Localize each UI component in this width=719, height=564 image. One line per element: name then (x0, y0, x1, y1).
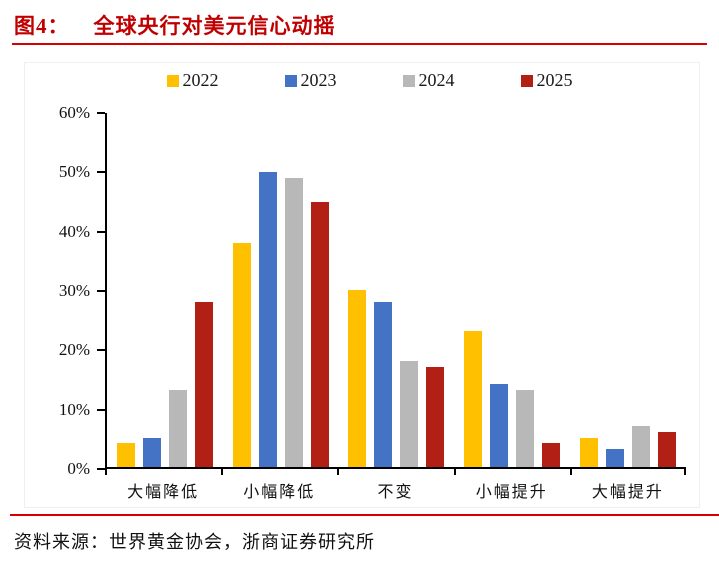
y-tick-label: 30% (58, 281, 90, 300)
x-tick-mark (684, 469, 686, 475)
legend-swatch-icon (284, 74, 297, 87)
legend-item-2024: 2024 (402, 70, 455, 91)
bar-2023-小幅提升 (490, 384, 509, 467)
x-category-label: 大幅降低 (127, 484, 200, 501)
bar-group-小幅降低 (223, 113, 339, 467)
bar-2022-不变 (348, 290, 367, 467)
x-category-label: 不变 (377, 484, 414, 501)
legend-item-2023: 2023 (284, 70, 337, 91)
y-tick-mark (97, 112, 105, 114)
y-tick-label: 20% (58, 340, 90, 360)
y-tick-mark (97, 290, 105, 292)
bar-2024-大幅降低 (168, 390, 187, 467)
x-category-label: 大幅提升 (591, 484, 664, 501)
y-tick-label: 50% (58, 162, 90, 182)
x-tick-mark (221, 469, 224, 475)
y-tick-mark (97, 349, 105, 352)
bar-group-大幅降低 (107, 113, 223, 467)
legend-label: 2025 (536, 70, 573, 90)
source-divider (10, 514, 719, 516)
y-tick-label: 60% (58, 103, 90, 122)
bar-2022-小幅提升 (464, 331, 483, 467)
chart-legend: 2022 2023 2024 2025 (79, 70, 660, 91)
legend-label: 2023 (300, 70, 337, 90)
y-tick-label: 10% (58, 399, 90, 419)
bar-group-小幅提升 (454, 113, 570, 467)
bar-2022-大幅提升 (580, 437, 599, 467)
legend-item-2025: 2025 (520, 70, 573, 91)
chart-area-frame (24, 62, 700, 508)
x-category-label: 小幅降低 (243, 484, 316, 501)
y-tick-mark (97, 468, 105, 470)
bar-2025-大幅降低 (194, 301, 213, 467)
source-note: 资料来源：世界黄金协会，浙商证券研究所 (14, 532, 375, 552)
y-tick-mark (97, 408, 105, 411)
y-tick-label: 40% (58, 221, 90, 241)
bar-2024-不变 (400, 360, 419, 467)
bar-2025-不变 (426, 366, 445, 467)
bar-2024-小幅降低 (284, 177, 303, 467)
bar-2022-小幅降低 (232, 242, 251, 467)
legend-label: 2024 (418, 70, 455, 90)
x-tick-mark (105, 469, 107, 475)
bar-2023-大幅提升 (606, 449, 625, 467)
caption-divider (12, 43, 707, 45)
x-category-label: 小幅提升 (475, 484, 548, 501)
bar-2023-大幅降低 (142, 437, 161, 467)
legend-swatch-icon (402, 74, 415, 87)
y-tick-mark (97, 171, 105, 174)
bar-plot-area (105, 113, 686, 469)
x-axis-labels: 大幅降低 小幅降低 不变 小幅提升 大幅提升 (105, 478, 686, 502)
bar-2022-大幅降低 (116, 443, 135, 467)
x-tick-mark (337, 469, 340, 475)
y-tick-label: 0% (67, 459, 90, 478)
bar-group-大幅提升 (570, 113, 686, 467)
bar-2024-小幅提升 (516, 390, 535, 467)
bar-2024-大幅提升 (632, 425, 651, 467)
legend-swatch-icon (166, 74, 179, 87)
figure-title: 全球央行对美元信心动摇 (93, 14, 336, 38)
legend-item-2022: 2022 (166, 70, 219, 91)
bar-2025-小幅降低 (310, 201, 329, 467)
bar-group-不变 (339, 113, 455, 467)
figure-number: 图4： (14, 14, 70, 38)
x-tick-mark (453, 469, 456, 475)
bar-2025-小幅提升 (542, 443, 561, 467)
legend-label: 2022 (182, 70, 219, 90)
y-tick-mark (97, 230, 105, 233)
bar-2025-大幅提升 (658, 431, 677, 467)
bar-2023-小幅降低 (258, 172, 277, 467)
x-tick-mark (569, 469, 572, 475)
legend-swatch-icon (520, 74, 533, 87)
figure-caption: 图4： 全球央行对美元信心动摇 (14, 10, 336, 40)
bar-2023-不变 (374, 301, 393, 467)
